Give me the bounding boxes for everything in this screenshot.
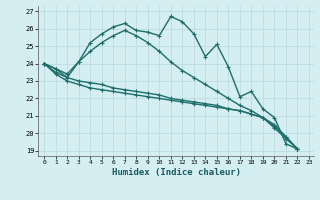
X-axis label: Humidex (Indice chaleur): Humidex (Indice chaleur) <box>111 168 241 177</box>
